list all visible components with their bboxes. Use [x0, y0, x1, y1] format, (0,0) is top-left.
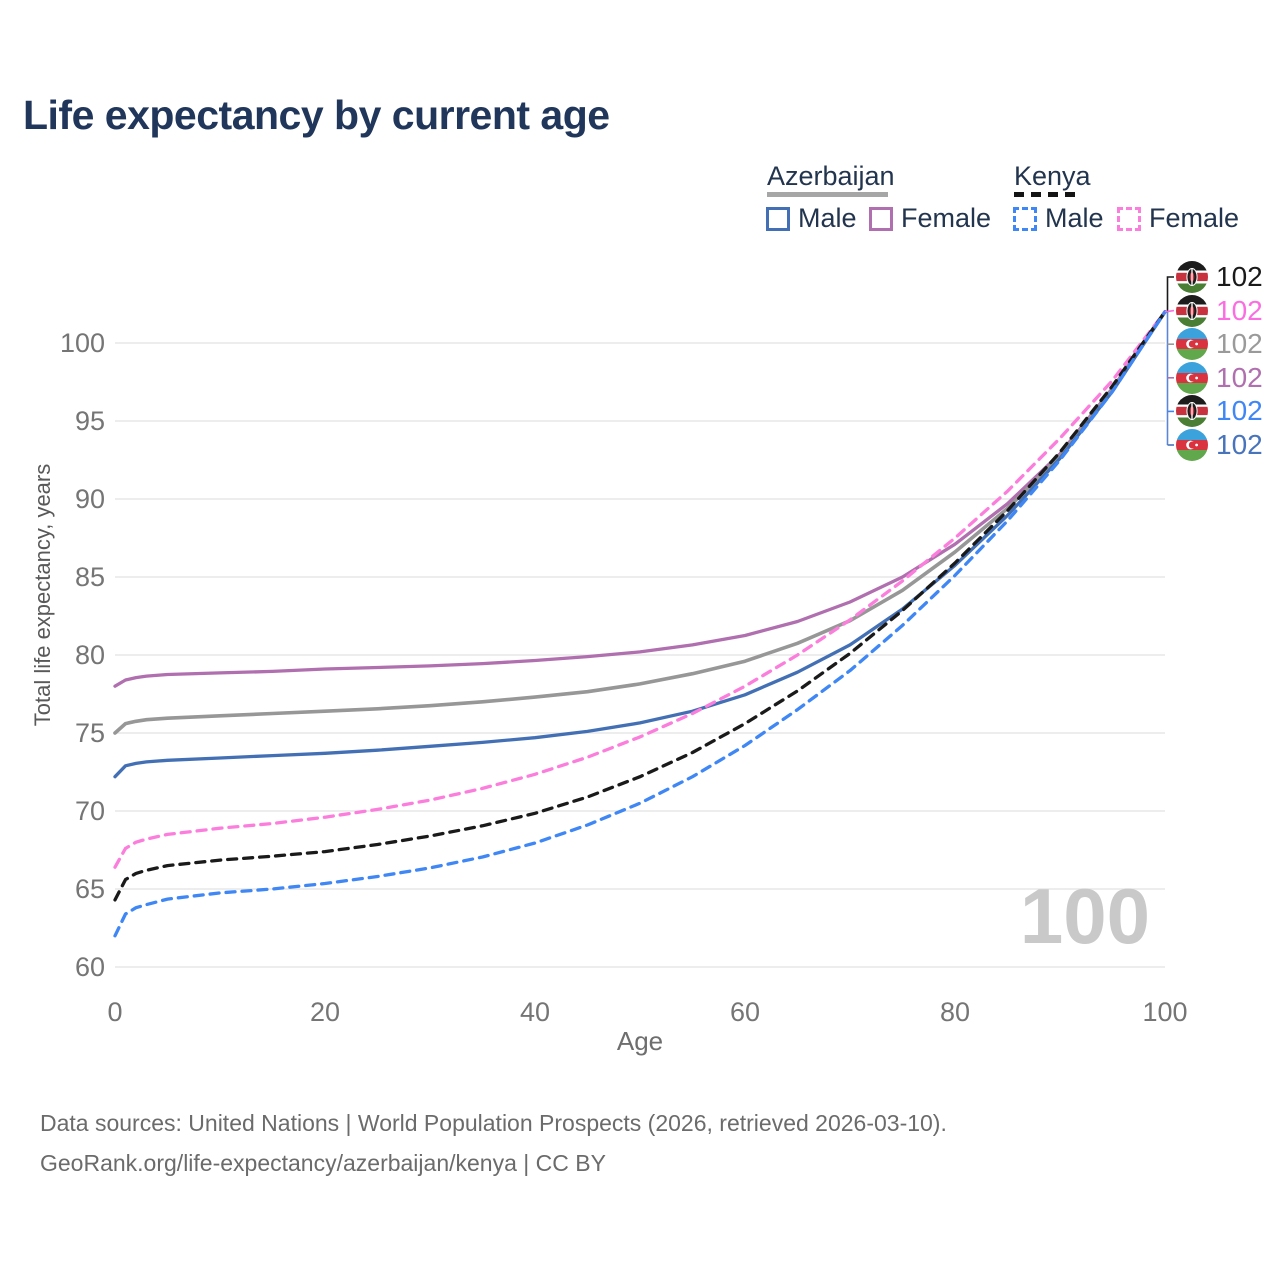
legend-underline-azerbaijan	[767, 192, 888, 197]
y-tick-label: 95	[74, 406, 105, 436]
end-label-row: 102	[1176, 261, 1263, 293]
kenya-flag-icon	[1176, 261, 1208, 293]
legend-swatch-kenya-male[interactable]	[1013, 207, 1037, 231]
y-tick-label: 80	[74, 640, 105, 670]
x-tick-label: 0	[107, 997, 123, 1027]
x-tick-label: 40	[519, 997, 551, 1027]
x-tick-label: 60	[729, 997, 761, 1027]
end-label-value: 102	[1216, 328, 1263, 360]
leader-line	[1165, 276, 1174, 313]
y-tick-label: 85	[74, 562, 105, 592]
legend-group-kenya: Kenya	[1014, 161, 1091, 191]
legend-label-azerbaijan-female[interactable]: Female	[901, 203, 992, 233]
end-label-row: 102	[1176, 395, 1263, 428]
legend-underline-kenya	[1014, 192, 1082, 197]
azerbaijan-flag-icon	[1176, 429, 1208, 461]
end-label-row: 102	[1176, 429, 1263, 461]
y-tick-label: 70	[74, 796, 105, 826]
end-label-value: 102	[1216, 261, 1263, 292]
end-label-row: 102	[1176, 294, 1263, 327]
legend-swatch-azerbaijan-male[interactable]	[766, 207, 790, 231]
x-tick-label: 80	[939, 997, 971, 1027]
y-tick-label: 90	[74, 484, 105, 514]
kenya-flag-icon	[1176, 294, 1208, 327]
page-title: Life expectancy by current age	[23, 92, 610, 138]
legend-label-kenya-female[interactable]: Female	[1149, 203, 1240, 233]
legend-label-azerbaijan-male[interactable]: Male	[798, 203, 857, 233]
end-label-value: 102	[1216, 361, 1263, 393]
line-kenya-male	[113, 310, 1167, 938]
azerbaijan-flag-icon	[1176, 328, 1208, 361]
kenya-flag-icon	[1176, 395, 1208, 428]
age-watermark: 100	[1019, 872, 1150, 960]
legend-label-kenya-male[interactable]: Male	[1045, 203, 1104, 233]
end-label-value: 102	[1216, 429, 1263, 460]
y-tick-label: 75	[74, 718, 105, 748]
footer-attribution: GeoRank.org/life-expectancy/azerbaijan/k…	[40, 1150, 606, 1176]
footer-data-sources: Data sources: United Nations | World Pop…	[40, 1110, 947, 1136]
end-label-value: 102	[1216, 395, 1263, 427]
legend-group-azerbaijan: Azerbaijan	[767, 161, 895, 191]
azerbaijan-flag-icon	[1176, 361, 1208, 394]
y-tick-label: 65	[74, 874, 105, 904]
line-azerbaijan	[113, 309, 1167, 735]
y-tick-label: 60	[74, 952, 105, 982]
x-tick-label: 20	[309, 997, 341, 1027]
end-label-value: 102	[1216, 294, 1263, 326]
legend-swatch-azerbaijan-female[interactable]	[869, 207, 893, 231]
leader-line	[1164, 309, 1175, 313]
x-tick-label: 100	[1142, 997, 1188, 1027]
y-tick-label: 100	[59, 328, 105, 358]
x-axis-title: Age	[616, 1026, 664, 1056]
end-label-row: 102	[1176, 328, 1263, 361]
line-azerbaijan-female	[113, 310, 1167, 688]
end-label-row: 102	[1176, 361, 1263, 394]
line-azerbaijan-male	[113, 310, 1167, 779]
line-kenya-female	[113, 310, 1167, 869]
line-kenya	[113, 310, 1167, 902]
legend-swatch-kenya-female[interactable]	[1117, 207, 1141, 231]
